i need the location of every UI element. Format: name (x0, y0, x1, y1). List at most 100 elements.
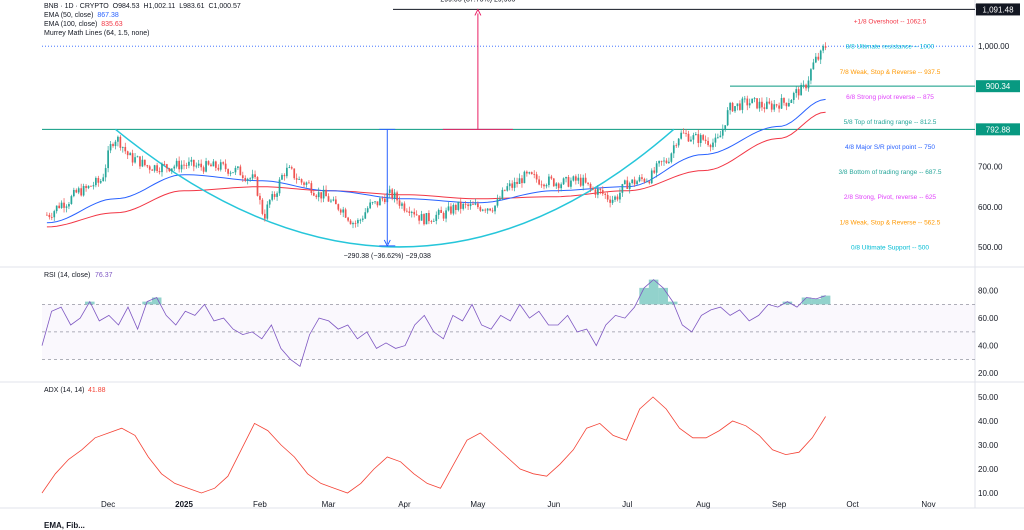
candle (173, 164, 176, 172)
candle (359, 218, 362, 224)
candle (513, 177, 516, 192)
candle (354, 220, 357, 228)
candle (425, 212, 428, 225)
candle (366, 206, 369, 214)
candle (697, 129, 700, 148)
candle-body (339, 209, 342, 213)
candle-body (616, 196, 619, 200)
candle-body (330, 200, 332, 202)
candle (109, 140, 112, 154)
candle (690, 136, 692, 142)
candle (46, 212, 48, 216)
candle-body (484, 209, 487, 211)
candle (183, 160, 185, 170)
horizontal-levels (42, 8, 975, 130)
candle (516, 177, 518, 188)
candle (185, 162, 188, 170)
candle-body (376, 201, 379, 206)
candle-body (146, 165, 149, 167)
measure-annotations: 299.05 (37.75%) 29,905 −290.38 (−36.62%) … (344, 0, 516, 260)
candle (256, 176, 259, 197)
candle-body (288, 167, 291, 168)
candle (335, 196, 337, 205)
candle-body (521, 178, 523, 184)
candle-body (276, 193, 278, 197)
candle (371, 201, 374, 205)
candle (658, 160, 660, 167)
candle (241, 171, 244, 183)
candle (344, 207, 347, 219)
candle (440, 206, 443, 214)
candle (472, 201, 474, 205)
rsi-overbought-fill (85, 279, 831, 305)
candle-body (562, 178, 565, 185)
candle-body (567, 176, 570, 187)
candle (464, 201, 467, 209)
candle-body (543, 184, 545, 187)
candle-body (503, 189, 506, 191)
candle (415, 210, 418, 216)
candle-body (239, 166, 242, 176)
candlesticks[interactable] (46, 42, 827, 229)
candle-body (342, 209, 345, 213)
candle-body (694, 134, 697, 136)
candle (232, 172, 234, 174)
candle-body (641, 177, 643, 179)
candle (491, 207, 494, 213)
candle-body (347, 217, 349, 221)
candle (303, 181, 305, 188)
candle (763, 103, 766, 113)
candle (462, 202, 465, 211)
candle-body (50, 217, 53, 218)
murrey-label: +1/8 Overshoot -- 1062.5 (854, 19, 927, 26)
candle-body (46, 214, 48, 216)
candle-body (305, 182, 308, 185)
candle (552, 177, 555, 188)
candle-body (190, 159, 193, 162)
candle-body (489, 208, 491, 211)
adx-pane: ADX (14, 14) 41.88 50.00 40.00 30.00 20.00 10.… (41, 387, 999, 498)
candle-body (810, 69, 812, 81)
candle-body (670, 153, 673, 162)
candle-body (690, 139, 692, 142)
candle-body (447, 206, 450, 211)
murrey-legend[interactable]: Murrey Math Lines (64, 1.5, none) (44, 30, 151, 38)
candle (792, 91, 795, 104)
murrey-label: 5/8 Top of trading range -- 812.5 (844, 119, 937, 126)
ema100-legend[interactable]: EMA (100, close) 835.63 (44, 21, 125, 29)
candle-body (124, 146, 127, 152)
candle-body (467, 204, 469, 207)
candle (770, 100, 773, 113)
candle-body (195, 165, 198, 167)
candle-body (117, 136, 119, 142)
candle (80, 183, 83, 197)
candle-body (584, 177, 587, 183)
candle-body (807, 80, 810, 89)
candle (660, 160, 663, 166)
candle (393, 189, 396, 203)
candle (682, 128, 685, 134)
candle (692, 132, 695, 145)
candle-body (721, 128, 724, 136)
candle (562, 177, 565, 186)
candle-body (410, 211, 413, 213)
candle (50, 212, 53, 221)
murrey-label: 7/8 Weak, Stop & Reverse -- 937.5 (840, 69, 941, 76)
candle (646, 178, 648, 183)
candle-body (259, 195, 261, 200)
ema50-legend[interactable]: EMA (50, close) 867.38 (44, 12, 121, 20)
candle-body (53, 211, 56, 218)
candle-body (229, 172, 232, 174)
candle-body (408, 211, 411, 213)
candle (530, 171, 533, 175)
candle-body (756, 98, 758, 109)
candle (398, 196, 401, 209)
candle-body (577, 177, 580, 181)
rsi-tick-label: 80.00 (978, 287, 999, 296)
rsi-line (41, 279, 826, 367)
candle (445, 207, 447, 223)
candle-body (48, 214, 51, 218)
candle-body (795, 89, 798, 94)
candle (481, 208, 484, 212)
candle (166, 163, 168, 173)
